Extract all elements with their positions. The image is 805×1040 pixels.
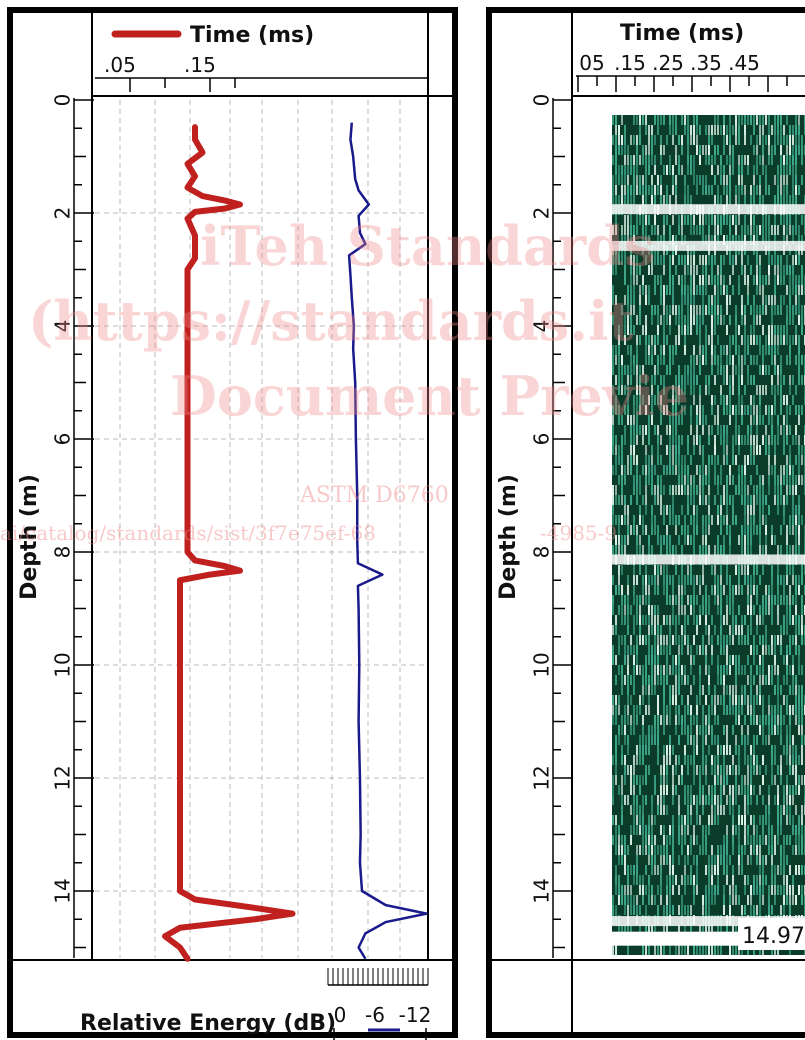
left-panel-frame	[7, 7, 458, 1038]
left-depth-tick-2: 4	[51, 320, 75, 333]
right-depth-tick-0: 0	[530, 94, 554, 107]
energy-axis: 0 -6 -12	[327, 968, 432, 1040]
right-depth-axis: 0 2 4 6 8 10 12 14	[530, 94, 573, 958]
watermark-line-2: (https://standards.it	[28, 289, 634, 353]
energy-tick-0: 0	[334, 1003, 347, 1027]
annotation-box	[738, 918, 805, 950]
right-depth-tick-3: 6	[530, 433, 554, 446]
watermark-line-4: ASTM D6760	[299, 483, 449, 508]
heatmap-bright-band-0	[600, 204, 805, 215]
right-depth-tick-1: 2	[530, 207, 554, 220]
energy-tick-2: -12	[399, 1003, 432, 1027]
left-depth-tick-4: 8	[51, 546, 75, 559]
watermark-line-5: ai/catalog/standards/sist/3f7e75ef-68	[0, 521, 376, 545]
right-depth-tick-4: 8	[530, 546, 554, 559]
right-time-tick-4: .45	[728, 51, 760, 75]
left-depth-tick-1: 2	[51, 207, 75, 220]
heatmap-bright-band-2	[600, 554, 805, 565]
left-top-axis: .05 .15	[104, 53, 236, 92]
right-depth-tick-7: 14	[530, 878, 554, 903]
right-depth-tick-2: 4	[530, 320, 554, 333]
left-time-tick-0: .05	[104, 53, 136, 77]
left-depth-tick-7: 14	[51, 878, 75, 903]
energy-axis-label: Relative Energy (dB)	[80, 1011, 336, 1036]
energy-tick-1: -6	[365, 1003, 385, 1027]
series-time-line	[162, 124, 296, 962]
series-energy-line	[347, 122, 428, 960]
legend-time-label: Time (ms)	[190, 23, 314, 48]
right-ylabel: Depth (m)	[496, 474, 521, 600]
watermark-line-1: iTeh Standards	[200, 214, 654, 278]
watermark-line-3: Document Previe	[170, 364, 689, 428]
left-grid	[95, 100, 425, 958]
right-heatmap	[600, 115, 805, 955]
watermark: iTeh Standards (https://standards.it Doc…	[0, 214, 689, 545]
right-top-axis: 05 .15.25.35.45	[577, 51, 788, 92]
depth-annotation: 14.97	[742, 924, 805, 949]
right-time-tick-2: .25	[652, 51, 684, 75]
left-depth-tick-3: 6	[51, 433, 75, 446]
right-panel: Time (ms) 05 .15.25.35.45 0 2 4 6 8 10 12 14 14.…	[486, 7, 805, 1038]
left-depth-tick-5: 10	[51, 652, 75, 677]
right-depth-tick-6: 12	[530, 765, 554, 790]
left-time-tick-1: .15	[184, 53, 216, 77]
left-ylabel: Depth (m)	[17, 474, 42, 600]
left-depth-tick-6: 12	[51, 765, 75, 790]
left-depth-axis: 0 2 4 6 8 10 12 14	[51, 94, 94, 958]
right-top-axis-label: Time (ms)	[620, 21, 744, 46]
heatmap-bright-band-3	[600, 916, 805, 927]
watermark-line-6: -4985-9	[540, 521, 617, 545]
left-depth-tick-0: 0	[51, 94, 75, 107]
right-time-tick-1: .15	[614, 51, 646, 75]
heatmap-bright-band-1	[600, 240, 805, 251]
left-panel: Time (ms) .05 .15 0 2 4 6 8 10 12 14 0 -6 -12 Rela…	[7, 7, 458, 1040]
right-time-tick-0: 05	[579, 51, 604, 75]
right-time-tick-3: .35	[690, 51, 722, 75]
right-depth-tick-5: 10	[530, 652, 554, 677]
